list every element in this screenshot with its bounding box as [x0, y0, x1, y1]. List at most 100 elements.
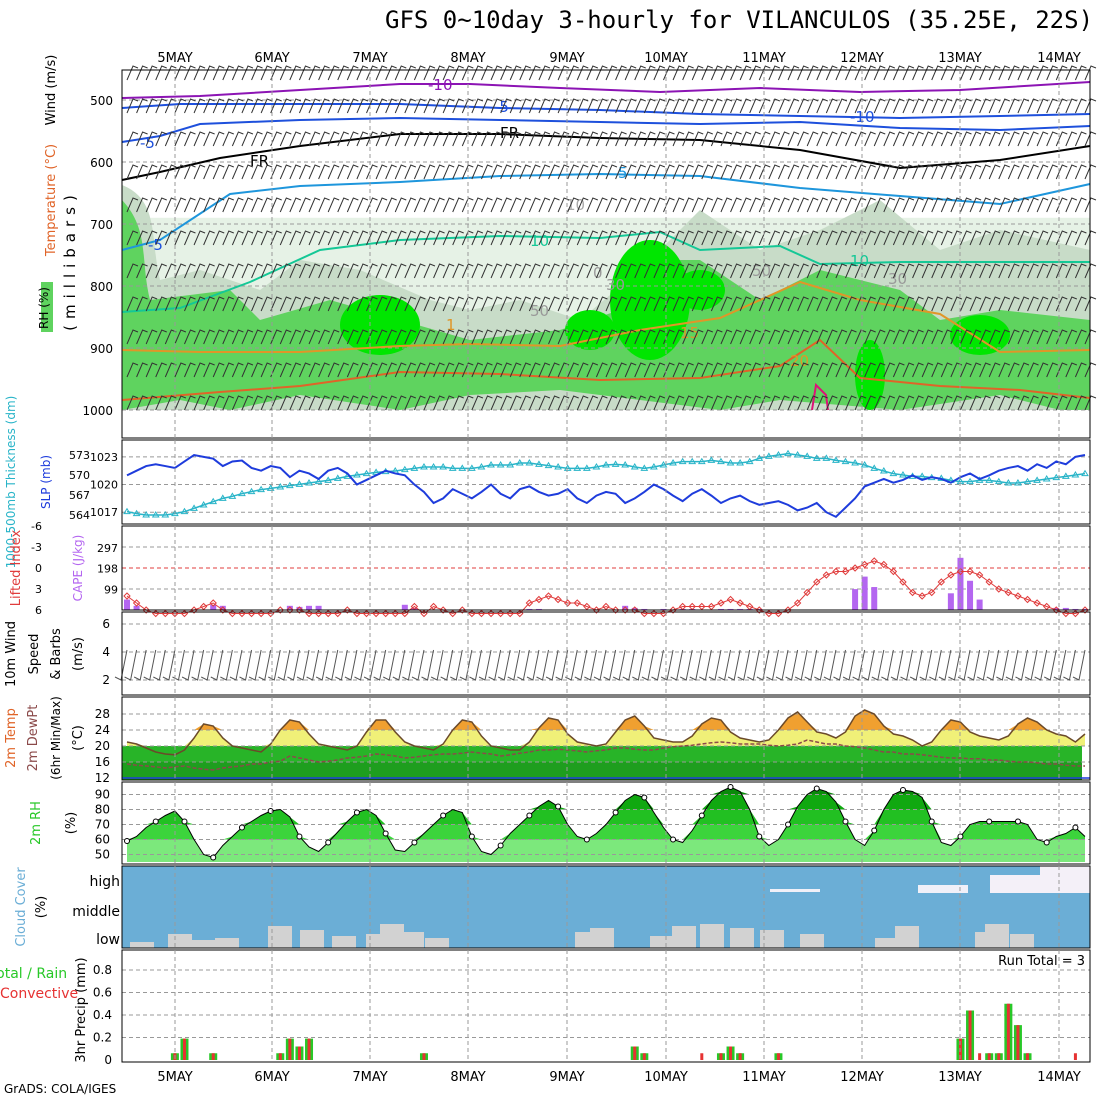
wind-speed-point [651, 652, 657, 658]
wind-barb [586, 395, 599, 411]
contour-label: 50 [752, 262, 771, 280]
rh-frame [121, 781, 1091, 865]
rh-point [210, 854, 217, 861]
wind-barb [701, 65, 713, 81]
cape-bar [976, 599, 983, 610]
wind-barb [155, 65, 167, 81]
wind-barb [615, 131, 627, 147]
wind-barb-10m [603, 649, 617, 681]
wind-barb [423, 395, 436, 411]
wind-barb [289, 296, 302, 312]
wind-barb [816, 131, 828, 147]
wind-barb [308, 263, 321, 279]
wind-barb [136, 230, 148, 246]
wind-barb [739, 131, 752, 147]
wind-barb-10m [354, 649, 367, 681]
rh-label: RH (%) [37, 287, 51, 329]
wind-barb [509, 263, 522, 279]
lifted-index-point [880, 560, 888, 569]
wind-barb [797, 395, 809, 411]
wind-barb [241, 395, 254, 411]
wind-barb [749, 65, 761, 81]
wind-barb [998, 197, 1010, 213]
wind-barb [413, 362, 426, 378]
wind-barb [883, 65, 896, 81]
wind-speed-point [134, 624, 140, 630]
wind-barb [892, 263, 905, 279]
wind-barb [921, 98, 934, 114]
wind-barb [749, 230, 761, 246]
wind-barb [528, 395, 541, 411]
wind-barb [979, 230, 991, 246]
wind-barb [682, 230, 694, 246]
wind-barb [1007, 98, 1020, 114]
wind-barb [787, 362, 800, 378]
wind-barb [490, 230, 503, 246]
wind-barb [394, 296, 407, 312]
low-cloud [300, 930, 324, 948]
wind-barb [873, 197, 886, 213]
wind-barb [605, 164, 618, 180]
wind-barb [1007, 197, 1020, 213]
wind-speed-point [929, 632, 935, 638]
pressure-tick: 1000 [82, 404, 113, 418]
pressure-tick: 800 [90, 280, 113, 294]
contour-15 [121, 280, 1091, 354]
wind-barb [806, 296, 819, 312]
wind-barb [1036, 164, 1049, 180]
wind-barb [155, 329, 167, 345]
wind-barb [289, 131, 302, 147]
wind-barb [730, 65, 742, 81]
wind-barb [346, 98, 359, 114]
wind-barb [1055, 65, 1068, 81]
date-label-bottom: 5MAY [157, 1070, 192, 1085]
wind-barb [710, 362, 723, 378]
wind-barb [950, 65, 963, 81]
wind-barb [710, 296, 723, 312]
wind-barb [682, 131, 694, 147]
wind-barb [576, 329, 589, 345]
wind-barb [500, 65, 512, 81]
rh-point [296, 833, 303, 840]
thickness-point [161, 511, 170, 518]
wind-barb [701, 263, 713, 279]
thickness-point [362, 469, 371, 477]
wind-barb [528, 131, 541, 147]
wind-barb [730, 230, 742, 246]
wind-barb [461, 362, 474, 378]
wind-speed-point [440, 642, 446, 648]
thickness-point [238, 489, 246, 497]
wind-barb [260, 362, 273, 378]
thickness-point [841, 457, 850, 465]
wind-barb [241, 65, 254, 81]
wind-barb [1007, 65, 1020, 81]
wind-barb [825, 197, 838, 213]
low-cloud [168, 934, 192, 948]
wind-barb-10m [794, 649, 808, 681]
wind-barb-10m [287, 649, 300, 681]
credit-label: GrADS: COLA/IGES [4, 1082, 117, 1096]
wind-speed-point [536, 635, 542, 641]
temp-fill-yellow [127, 710, 1085, 746]
low-cloud [268, 926, 292, 948]
wind-barb [164, 296, 177, 312]
wind-barb [375, 395, 388, 411]
wind-barb [222, 329, 234, 345]
wind-barb [1046, 362, 1058, 378]
thickness-point [669, 459, 677, 466]
wind-barb [730, 395, 742, 411]
wind-barb [318, 296, 330, 312]
wind-barb [366, 131, 378, 147]
wind-barb [643, 164, 656, 180]
rh-point [583, 836, 590, 843]
date-label-top: 10MAY [644, 51, 688, 66]
wind-barb [682, 296, 694, 312]
rh-point [468, 833, 475, 840]
wind-barb [576, 362, 589, 378]
lifted-index-point [784, 606, 792, 614]
wind-barb [835, 395, 848, 411]
lifted-index-point [793, 599, 802, 607]
wind-barb [672, 230, 685, 246]
wind-barb [969, 263, 982, 279]
wind-barb [222, 164, 234, 180]
